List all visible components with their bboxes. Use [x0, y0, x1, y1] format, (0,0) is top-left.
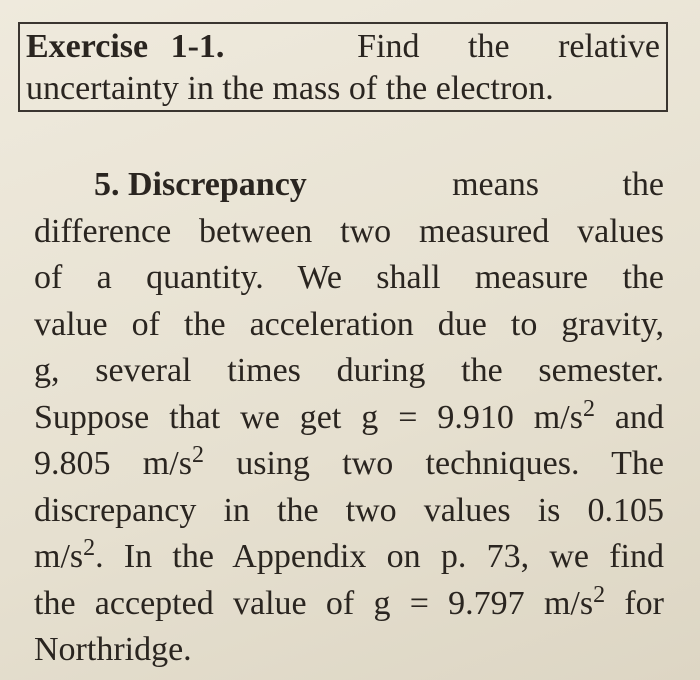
exercise-text: uncertainty in the mass of the electron.	[26, 70, 554, 107]
item-number: 5.	[94, 166, 120, 203]
superscript: 2	[593, 581, 606, 608]
paragraph-text: Suppose that we get g = 9.910 m/s	[34, 398, 583, 436]
paragraph-text: . In the Appendix on p. 73, we find	[95, 538, 664, 575]
exercise-text: Find the relative	[357, 28, 660, 65]
paragraph: 5. Discrepancy means the difference betw…	[34, 162, 664, 674]
paragraph-line: 9.805 m/s2 using two techniques. The	[34, 441, 664, 488]
exercise-line: Exercise 1-1. Find the relative	[26, 26, 660, 68]
paragraph-text: 9.805 m/s	[34, 445, 192, 482]
paragraph-text: of a quantity. We shall measure the	[34, 259, 664, 296]
superscript: 2	[582, 395, 595, 422]
superscript: 2	[191, 442, 204, 468]
exercise-box: Exercise 1-1. Find the relative uncertai…	[18, 22, 668, 112]
paragraph-text: and	[594, 398, 664, 436]
exercise-label: Exercise 1-1.	[26, 28, 225, 65]
paragraph-text: means the	[452, 166, 664, 203]
paragraph-text: the accepted value of g = 9.797 m/s	[34, 584, 594, 622]
paragraph-text: Northridge.	[34, 631, 192, 668]
paragraph-line: Suppose that we get g = 9.910 m/s2 and	[34, 395, 664, 442]
paragraph-text: for	[605, 584, 664, 622]
paragraph-line: 5. Discrepancy means the	[34, 162, 664, 209]
paragraph-line: m/s2. In the Appendix on p. 73, we find	[34, 534, 664, 581]
paragraph-text: value of the acceleration due to gravity…	[34, 305, 664, 343]
paragraph-text: g, several times during the semester.	[34, 352, 664, 389]
paragraph-text: difference between two measured values	[34, 212, 664, 250]
term: Discrepancy	[128, 166, 307, 203]
superscript: 2	[83, 535, 96, 561]
paragraph-text: discrepancy in the two values is 0.105	[34, 491, 664, 529]
paragraph-line: the accepted value of g = 9.797 m/s2 for	[34, 581, 664, 628]
paragraph-text: m/s	[34, 538, 84, 575]
paragraph-text: using two techniques. The	[203, 445, 664, 482]
